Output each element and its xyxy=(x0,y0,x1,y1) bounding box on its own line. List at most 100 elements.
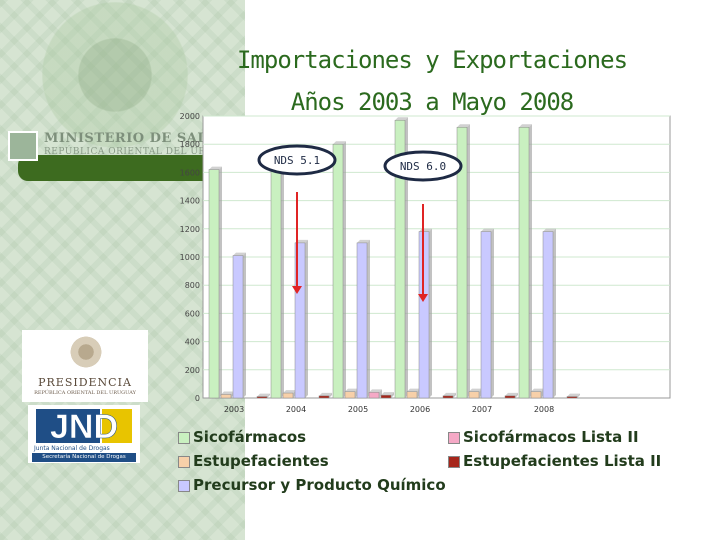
y-tick-label: 2000 xyxy=(180,112,200,121)
bar xyxy=(456,127,468,399)
y-tick-label: 1400 xyxy=(180,197,200,206)
bar xyxy=(344,391,356,399)
x-tick-label: 2008 xyxy=(534,405,554,414)
y-tick-label: 1600 xyxy=(180,168,200,177)
bar xyxy=(294,242,306,399)
bar xyxy=(208,169,220,399)
bar xyxy=(406,391,418,399)
x-tick-label: 2003 xyxy=(224,405,244,414)
bar-side xyxy=(281,155,284,398)
bar-top xyxy=(295,239,308,243)
bar-top xyxy=(469,388,482,392)
presidencia-sublabel: REPÚBLICA ORIENTAL DEL URUGUAY xyxy=(34,390,136,396)
bar-top xyxy=(233,252,246,256)
bar-top xyxy=(481,228,494,232)
bar-top xyxy=(443,392,456,396)
bar xyxy=(518,127,530,399)
jnd-letters: JND xyxy=(50,408,118,445)
y-tick-label: 800 xyxy=(185,281,200,290)
bar-side xyxy=(391,392,394,398)
y-tick-label: 0 xyxy=(195,394,200,403)
bar xyxy=(380,394,392,399)
bar-side xyxy=(405,117,408,399)
arrow-head-icon xyxy=(292,286,302,294)
legend-swatch xyxy=(178,432,190,444)
bar xyxy=(394,119,406,399)
bar-top xyxy=(381,392,394,396)
presidencia-label: PRESIDENCIA xyxy=(38,376,132,389)
bar-top xyxy=(543,228,556,232)
bar-top xyxy=(457,124,470,128)
bar-top xyxy=(319,392,332,396)
bar-top xyxy=(407,388,420,392)
page-title: Importaciones y Exportaciones xyxy=(236,46,628,74)
bar-top xyxy=(209,166,222,170)
bar xyxy=(468,391,480,399)
bar xyxy=(542,231,554,399)
bar-side xyxy=(453,392,456,398)
bar-side xyxy=(329,392,332,398)
annotation-label: NDS 6.0 xyxy=(400,160,446,173)
bar xyxy=(232,255,244,399)
annotation-ellipse xyxy=(383,150,463,182)
x-tick-label: 2007 xyxy=(472,405,492,414)
bar xyxy=(442,395,454,399)
bar-top xyxy=(221,391,234,395)
bar-chart: 0 200 400 600 800 1000 1200 1400 1600 1800 2000 200… xyxy=(180,112,671,414)
bar-side xyxy=(429,228,432,398)
bar-top xyxy=(567,393,580,397)
legend-label: Estupefacientes Lista II xyxy=(463,452,662,470)
bar xyxy=(318,395,330,399)
legend-swatch xyxy=(448,456,460,468)
bar xyxy=(270,158,282,399)
y-tick-label: 1200 xyxy=(180,225,200,234)
bar xyxy=(332,143,344,399)
x-tick-label: 2004 xyxy=(286,405,306,414)
jnd-logo: JND Junta Nacional de Drogas Secretaría … xyxy=(28,405,140,463)
bar-top xyxy=(519,124,532,128)
y-tick-label: 1800 xyxy=(180,140,200,149)
bar-side xyxy=(243,252,246,398)
bar-side xyxy=(379,389,382,398)
page-subtitle: Años 2003 a Mayo 2008 xyxy=(290,88,574,116)
chart-legend: Sicofármacos Estupefacientes Precursor y… xyxy=(178,428,678,498)
bar-top xyxy=(357,239,370,243)
bar-side xyxy=(491,228,494,398)
bar-side xyxy=(515,392,518,398)
legend-swatch xyxy=(178,480,190,492)
bar xyxy=(220,394,232,399)
bar-top xyxy=(395,117,408,121)
bar-top xyxy=(283,390,296,394)
bar-top xyxy=(345,388,358,392)
x-tick-label: 2005 xyxy=(348,405,368,414)
bar-side xyxy=(343,141,346,398)
bar xyxy=(256,396,268,399)
bar-side xyxy=(367,239,370,398)
legend-label: Sicofármacos Lista II xyxy=(463,428,639,446)
sun-emblem-icon xyxy=(30,0,200,160)
bar xyxy=(368,392,380,399)
cross-icon xyxy=(8,131,38,161)
annotation-label: NDS 5.1 xyxy=(274,154,320,167)
bar-side xyxy=(577,393,580,398)
bar xyxy=(566,396,578,399)
legend-label: Precursor y Producto Químico xyxy=(193,476,446,494)
y-tick-label: 600 xyxy=(185,309,200,318)
y-tick-label: 400 xyxy=(185,338,200,347)
y-tick-label: 1000 xyxy=(180,253,200,262)
legend-swatch xyxy=(178,456,190,468)
legend-label: Estupefacientes xyxy=(193,452,329,470)
arrow-head-icon xyxy=(418,294,428,302)
legend-label: Sicofármacos xyxy=(193,428,307,446)
bar-side xyxy=(529,124,532,398)
sun-icon xyxy=(68,334,104,370)
bar xyxy=(282,392,294,399)
legend-swatch xyxy=(448,432,460,444)
bar-top xyxy=(505,392,518,396)
bar-top xyxy=(257,393,270,397)
bar xyxy=(530,391,542,399)
bar-side xyxy=(553,228,556,398)
bar xyxy=(356,242,368,399)
jnd-secretariat: Secretaría Nacional de Drogas xyxy=(32,453,136,462)
jnd-name: Junta Nacional de Drogas xyxy=(34,445,110,452)
